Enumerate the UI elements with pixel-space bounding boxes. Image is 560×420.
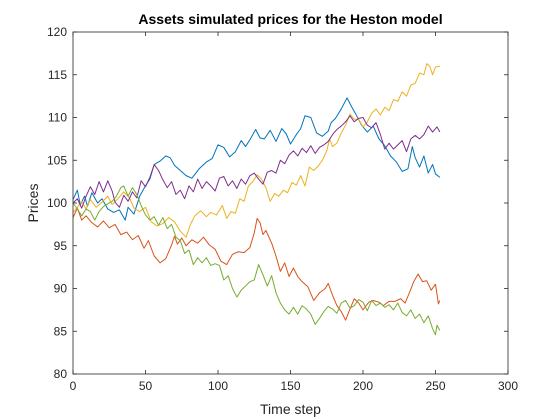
y-tick-label: 115 [48,68,67,82]
chart-title: Assets simulated prices for the Heston m… [138,11,442,27]
x-tick-label: 0 [70,379,77,393]
x-tick-label: 50 [139,379,153,393]
series-line-5 [72,185,441,336]
series-line-2 [72,207,441,321]
x-axis-ticks: 0 50 100 150 200 250 300 [70,32,518,393]
x-tick-label: 150 [280,379,300,393]
y-tick-label: 120 [47,25,67,39]
series-line-1 [72,97,441,221]
series-line-4 [72,115,441,209]
y-tick-label: 100 [47,196,67,210]
y-tick-label: 85 [54,324,68,338]
series-line-3 [72,63,440,238]
x-axis-label: Time step [260,401,321,417]
y-tick-label: 80 [54,367,68,381]
x-tick-label: 250 [425,379,445,393]
plot-area-background [73,32,508,374]
series-layer [72,63,441,336]
x-tick-label: 300 [498,379,518,393]
y-tick-label: 90 [54,282,68,296]
y-tick-label: 110 [48,111,67,125]
y-tick-label: 95 [54,239,68,253]
y-axis-label: Prices [25,184,41,223]
x-tick-label: 200 [353,379,373,393]
x-tick-label: 100 [208,379,228,393]
y-tick-label: 105 [47,153,67,167]
y-axis-ticks: 80 85 90 95 100 105 110 115 120 [47,25,508,381]
